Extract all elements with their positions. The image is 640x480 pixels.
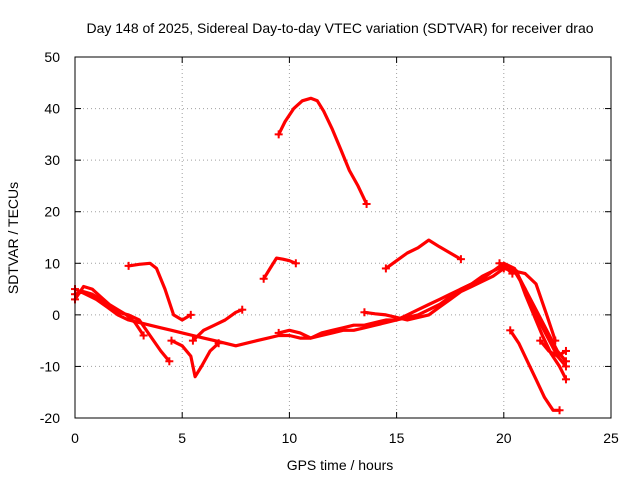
series-arc-1 bbox=[277, 96, 369, 206]
x-tick-label: 20 bbox=[496, 430, 512, 446]
x-tick-labels: 0 5 10 15 20 25 bbox=[71, 430, 619, 446]
series-arc-1-end-point bbox=[362, 199, 371, 208]
y-axis-label: SDTVAR / TECUs bbox=[5, 182, 21, 294]
series-arc-14 bbox=[508, 328, 562, 412]
plot-frame bbox=[74, 56, 612, 419]
y-tick-label: 10 bbox=[44, 255, 60, 271]
series-arc-2-start-point bbox=[259, 274, 268, 283]
series-arc-3-start-point bbox=[381, 264, 390, 273]
y-tick-label: -10 bbox=[40, 358, 60, 374]
series-arc-9 bbox=[191, 308, 244, 343]
x-tick-label: 10 bbox=[282, 430, 298, 446]
y-tick-labels: -20 -10 0 10 20 30 40 50 bbox=[40, 49, 60, 426]
series-arc-4-start-point bbox=[124, 261, 133, 270]
series-arc-8-start-point bbox=[167, 336, 176, 345]
x-tick-label: 15 bbox=[389, 430, 405, 446]
series-arc-2 bbox=[262, 256, 298, 281]
series-arc-4 bbox=[127, 261, 193, 322]
series-arc-3 bbox=[384, 238, 463, 270]
series-arc-1-start-point bbox=[274, 130, 283, 139]
series-arc-13-start-point bbox=[499, 264, 508, 273]
series-arc-7 bbox=[73, 264, 515, 348]
series-arc-15-start-point bbox=[536, 336, 545, 345]
y-tick-label: 20 bbox=[44, 204, 60, 220]
series-arc-9-start-point bbox=[188, 336, 197, 345]
series-arc-5-end-point bbox=[165, 357, 174, 366]
x-tick-label: 25 bbox=[603, 430, 619, 446]
series-arc-15-end-point bbox=[561, 346, 570, 355]
y-tick-label: 30 bbox=[44, 152, 60, 168]
series-arc-11 bbox=[362, 266, 568, 368]
series-arc-13 bbox=[502, 266, 557, 343]
y-tick-label: -20 bbox=[40, 410, 60, 426]
y-tick-label: 40 bbox=[44, 101, 60, 117]
series-arc-3-end-point bbox=[456, 255, 465, 264]
y-tick-label: 0 bbox=[52, 307, 60, 323]
chart-title: Day 148 of 2025, Sidereal Day-to-day VTE… bbox=[86, 20, 593, 36]
series-arc-12-end-point bbox=[561, 375, 570, 384]
x-tick-label: 0 bbox=[71, 430, 79, 446]
series-arc-12-start-point bbox=[495, 259, 504, 268]
series-arc-11-end-point bbox=[561, 362, 570, 371]
series-arc-8-end-point bbox=[214, 339, 223, 348]
x-tick-label: 5 bbox=[178, 430, 186, 446]
series-arc-9-end-point bbox=[238, 305, 247, 314]
series-arc-11-start-point bbox=[360, 308, 369, 317]
series-arc-14-end-point bbox=[555, 406, 564, 415]
series-arc-6-end-point bbox=[139, 331, 148, 340]
series-arc-12 bbox=[497, 261, 568, 381]
series-arc-5 bbox=[73, 290, 171, 363]
series-arc-14-start-point bbox=[506, 326, 515, 335]
x-axis-label: GPS time / hours bbox=[287, 457, 394, 473]
series-arc-15 bbox=[538, 339, 568, 358]
plot-series bbox=[71, 96, 570, 415]
series-arc-4-end-point bbox=[186, 310, 195, 319]
series-arc-10-start-point bbox=[274, 328, 283, 337]
series-arc-8 bbox=[169, 339, 221, 379]
y-tick-label: 50 bbox=[44, 49, 60, 65]
series-arc-13-end-point bbox=[551, 336, 560, 345]
series-arc-2-end-point bbox=[291, 259, 300, 268]
